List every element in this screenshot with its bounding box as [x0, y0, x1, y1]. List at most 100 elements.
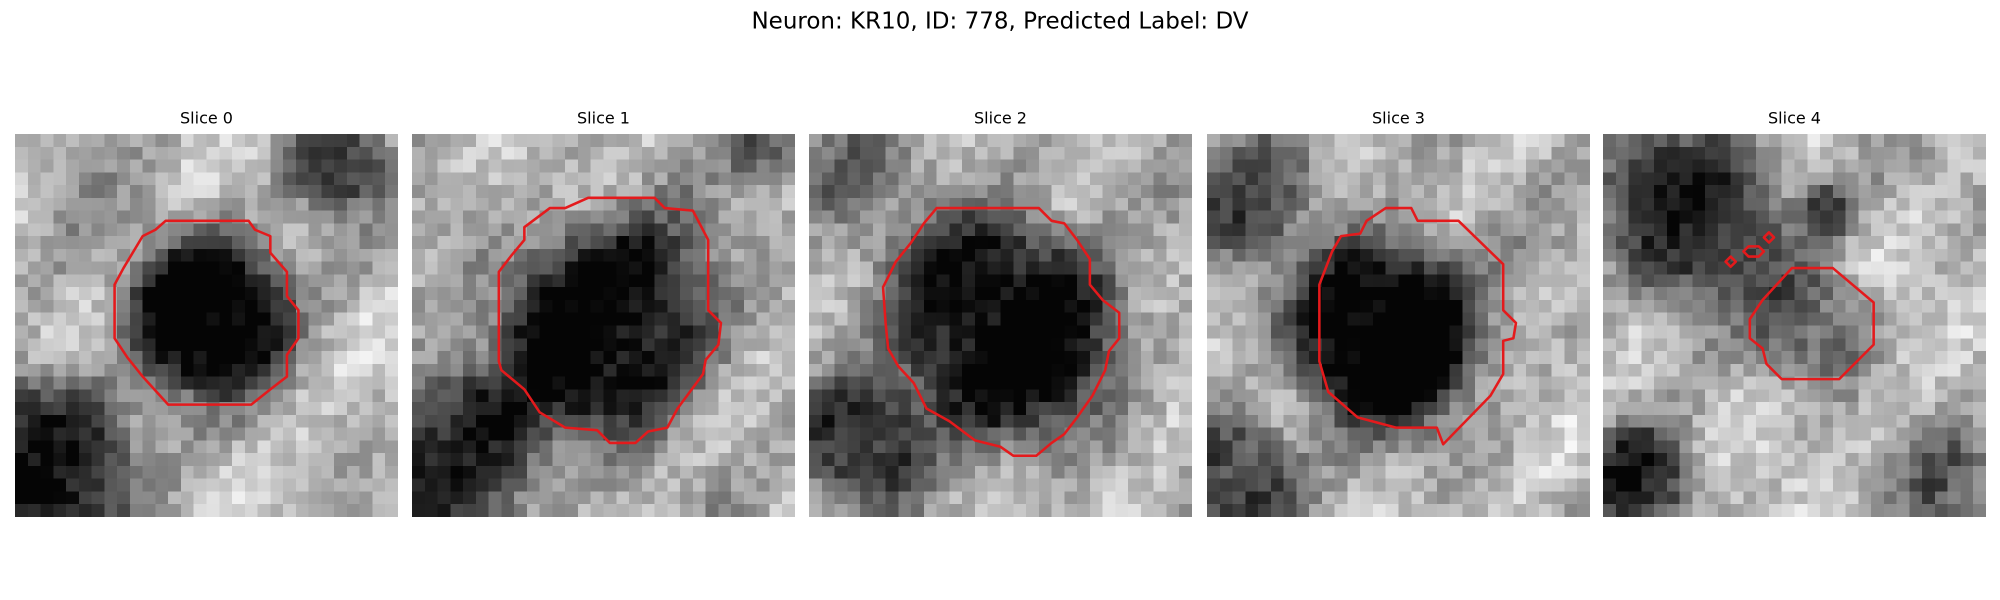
pixel: [590, 440, 604, 454]
pixel: [232, 312, 245, 326]
pixel: [590, 210, 604, 224]
pixel: [974, 312, 988, 326]
pixel: [1487, 427, 1501, 441]
pixel: [27, 223, 41, 237]
pixel: [1794, 402, 1808, 415]
pixel: [1615, 376, 1629, 390]
pixel: [1283, 351, 1297, 364]
pixel: [1820, 185, 1833, 198]
pixel: [1232, 248, 1246, 262]
pixel: [974, 363, 988, 377]
pixel: [1960, 325, 1974, 339]
pixel: [821, 146, 835, 160]
pixel: [1128, 223, 1141, 237]
pixel: [1896, 134, 1910, 147]
pixel: [1832, 478, 1846, 492]
pixel: [321, 478, 335, 492]
pixel: [1089, 478, 1103, 492]
pixel: [1960, 402, 1974, 415]
pixel: [1756, 210, 1769, 224]
pixel: [244, 376, 258, 390]
pixel: [898, 159, 912, 173]
pixel: [1794, 325, 1808, 339]
pixel: [346, 146, 360, 160]
pixel: [104, 491, 118, 505]
pixel: [385, 389, 398, 403]
pixel: [155, 159, 169, 173]
pixel: [1730, 453, 1744, 466]
pixel: [1807, 465, 1821, 479]
pixel: [295, 376, 309, 390]
pixel: [1026, 236, 1039, 249]
pixel: [539, 159, 553, 173]
pixel: [1462, 376, 1476, 390]
pixel: [1321, 389, 1335, 403]
pixel: [1909, 504, 1923, 517]
pixel: [1832, 465, 1846, 479]
pixel: [1960, 146, 1974, 160]
pixel: [1398, 351, 1412, 364]
pixel: [616, 351, 630, 364]
pixel: [385, 312, 398, 326]
pixel: [1807, 440, 1821, 454]
pixel: [1679, 261, 1693, 275]
pixel: [590, 376, 604, 390]
pixel: [1436, 134, 1450, 147]
pixel: [1077, 414, 1090, 428]
pixel: [1089, 325, 1103, 339]
pixel: [1038, 261, 1052, 275]
pixel: [1000, 363, 1014, 377]
pixel: [1038, 287, 1052, 300]
pixel: [15, 325, 28, 339]
pixel: [1385, 236, 1399, 249]
pixel: [142, 236, 156, 249]
pixel: [1309, 414, 1322, 428]
pixel: [257, 312, 271, 326]
pixel: [1270, 248, 1284, 262]
pixel: [1309, 248, 1322, 262]
contour: [1724, 255, 1738, 269]
pixel: [308, 134, 322, 147]
pixel: [168, 159, 181, 173]
pixel: [1603, 427, 1616, 441]
pixel: [654, 185, 668, 198]
pixel: [1768, 478, 1782, 492]
pixel: [1102, 197, 1116, 211]
pixel: [1934, 287, 1948, 300]
pixel: [1564, 453, 1578, 466]
pixel: [15, 312, 28, 326]
pixel: [1577, 274, 1590, 288]
pixel: [1077, 159, 1090, 173]
pixel: [731, 312, 744, 326]
pixel: [1077, 274, 1090, 288]
pixel: [1385, 491, 1399, 505]
pixel: [1449, 338, 1463, 352]
pixel: [308, 274, 322, 288]
pixel: [692, 453, 706, 466]
pixel: [1641, 389, 1655, 403]
pixel: [1166, 453, 1180, 466]
pixel: [1705, 440, 1718, 454]
pixel: [1436, 325, 1450, 339]
pixel: [705, 478, 719, 492]
pixel: [1871, 351, 1884, 364]
pixel: [295, 402, 309, 415]
pixel: [1000, 159, 1014, 173]
pixel: [1781, 197, 1795, 211]
pixel: [346, 376, 360, 390]
pixel: [1883, 414, 1897, 428]
pixel: [1296, 338, 1310, 352]
pixel: [1064, 274, 1078, 288]
pixel: [769, 185, 783, 198]
pixel: [193, 465, 207, 479]
pixel: [1372, 465, 1386, 479]
pixel: [1232, 159, 1246, 173]
pixel: [1179, 312, 1192, 326]
pixel: [142, 363, 156, 377]
pixel: [219, 223, 233, 237]
pixel: [1705, 146, 1718, 160]
pixel: [346, 338, 360, 352]
pixel: [1296, 236, 1310, 249]
pixel: [1398, 376, 1412, 390]
pixel: [1768, 325, 1782, 339]
